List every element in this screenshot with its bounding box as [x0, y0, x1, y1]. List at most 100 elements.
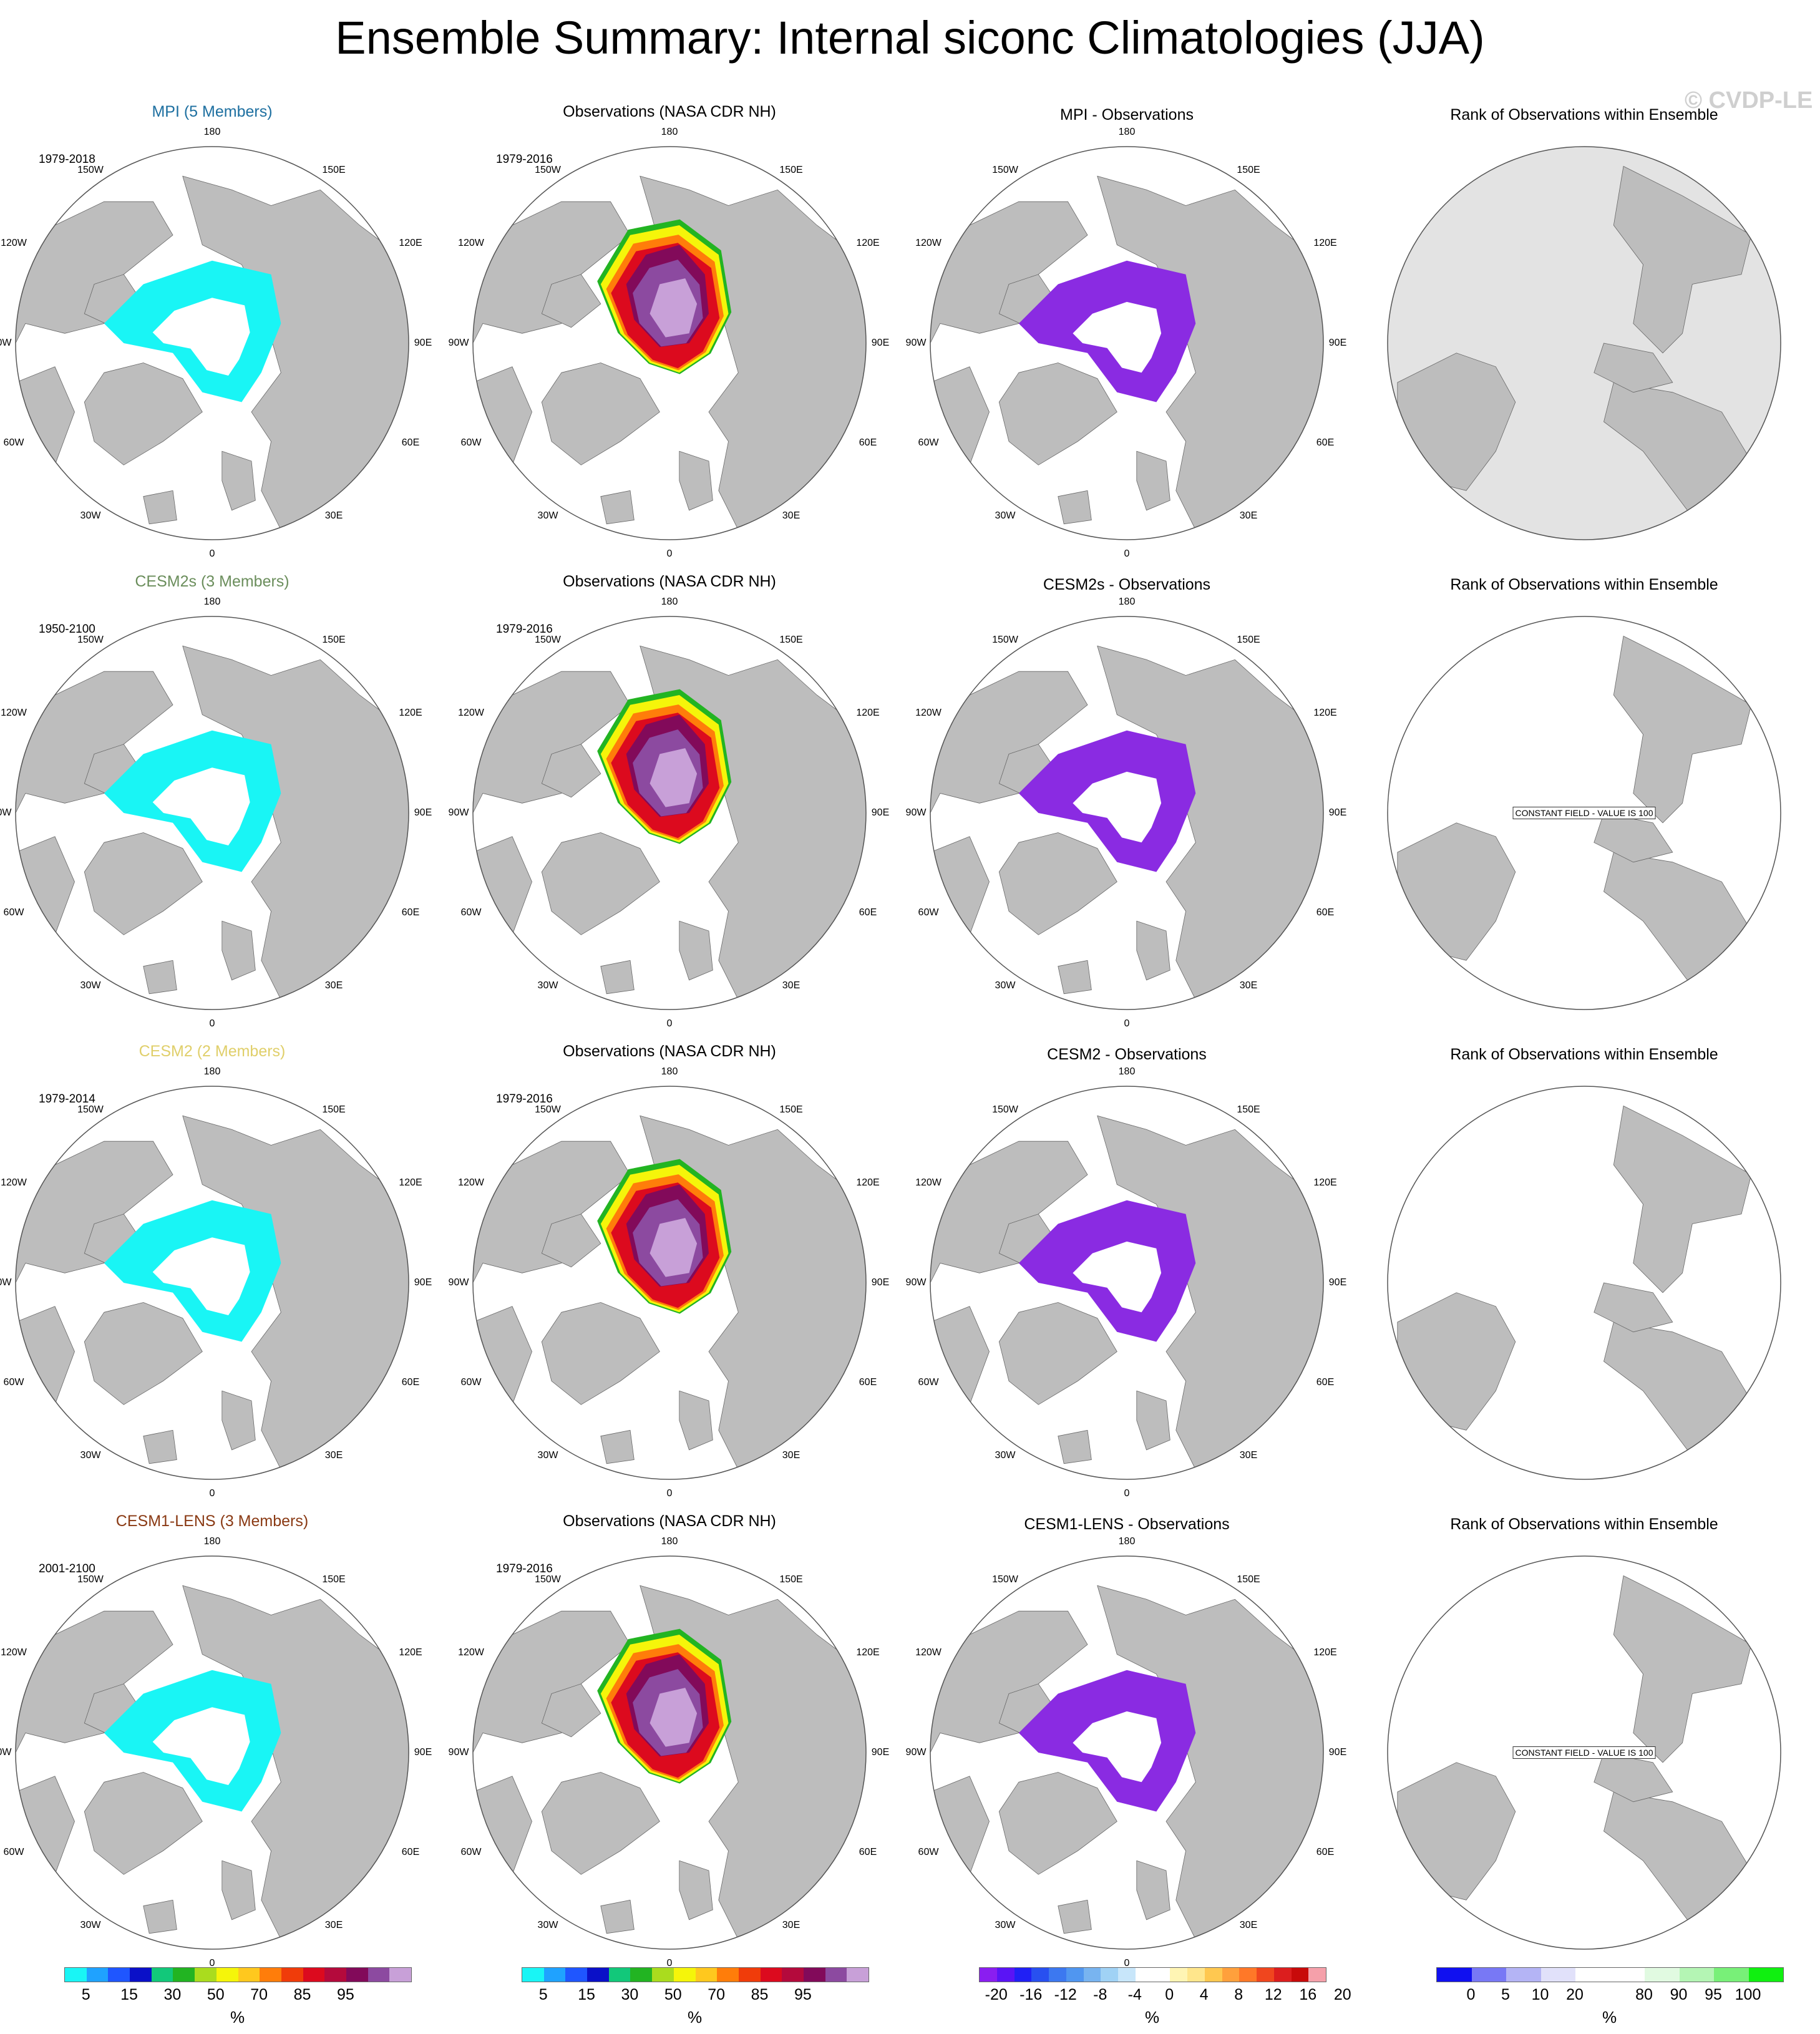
colorbar — [522, 1967, 869, 1982]
sea-ice-gap — [152, 298, 250, 376]
observations-map — [472, 1555, 867, 1950]
sea-ice-contour — [650, 1688, 698, 1747]
sea-ice-contour — [650, 748, 698, 807]
sea-ice-contour — [650, 278, 698, 338]
period-label: 1979-2014 — [39, 1092, 95, 1106]
land-polygon — [1594, 1282, 1673, 1333]
longitude-label: 30E — [782, 1450, 801, 1461]
land-polygon — [1613, 165, 1752, 354]
ensemble-panel-title: MPI (5 Members) — [152, 103, 273, 120]
colorbar-tick-label: 15 — [120, 1986, 138, 2003]
longitude-label: 30W — [80, 980, 101, 991]
longitude-label: 30E — [324, 1920, 343, 1930]
map-boundary — [1387, 616, 1781, 1010]
longitude-label: 150E — [322, 165, 346, 175]
longitude-label: 30W — [80, 1450, 101, 1461]
colorbar-swatch — [1679, 1968, 1714, 1982]
longitude-label: 90W — [448, 1277, 469, 1288]
colorbar-tick-label: 85 — [751, 1986, 769, 2003]
longitude-label: 0 — [666, 1958, 673, 1968]
ensemble-panel-title: CESM2 (2 Members) — [139, 1043, 286, 1060]
colorbar-tick-label: 30 — [621, 1986, 639, 2003]
longitude-label: 150W — [77, 165, 104, 175]
map-boundary — [472, 1086, 867, 1480]
longitude-label: 120W — [915, 238, 942, 248]
colorbar-tick-label: 80 — [1635, 1986, 1653, 2003]
longitude-label: 60W — [918, 437, 939, 448]
land-polygon — [541, 363, 660, 465]
colorbar-swatch — [216, 1968, 238, 1982]
colorbar-swatch — [1257, 1968, 1274, 1982]
colorbar-swatch — [1083, 1968, 1101, 1982]
longitude-label: 180 — [661, 1536, 678, 1547]
land-polygon — [1136, 1860, 1170, 1920]
map-boundary — [1387, 1555, 1781, 1950]
colorbar — [1436, 1967, 1784, 1982]
land-polygon — [600, 490, 635, 525]
longitude-label: 90E — [871, 338, 890, 348]
longitude-label: 30W — [537, 980, 558, 991]
colorbar-swatch — [324, 1968, 346, 1982]
longitude-label: 120W — [1, 238, 27, 248]
longitude-label: 60W — [460, 1847, 482, 1857]
longitude-label: 120W — [1, 1177, 27, 1188]
longitude-label: 0 — [209, 1958, 215, 1968]
longitude-label: 150W — [535, 165, 561, 175]
colorbar-tick-label: 15 — [578, 1986, 595, 2003]
longitude-label: 180 — [661, 1066, 678, 1077]
longitude-label: 60W — [460, 1377, 482, 1388]
land-polygon — [679, 1390, 713, 1451]
longitude-label: 150E — [1237, 635, 1260, 645]
longitude-label: 150W — [77, 635, 104, 645]
colorbar-swatch — [1135, 1968, 1153, 1982]
colorbar-swatch — [173, 1968, 195, 1982]
land-polygon — [541, 1302, 660, 1405]
longitude-label: 90E — [1328, 1747, 1347, 1758]
colorbar-swatch — [281, 1968, 303, 1982]
land-polygon — [998, 1302, 1117, 1405]
colorbar-tick-label: -12 — [1054, 1986, 1077, 2003]
colorbar-swatch — [1170, 1968, 1187, 1982]
longitude-label: 30E — [324, 510, 343, 521]
obs-panel-title: Observations (NASA CDR NH) — [563, 1512, 776, 1530]
longitude-label: 120W — [915, 1177, 942, 1188]
longitude-label: 120E — [1313, 708, 1337, 718]
longitude-label: 90E — [871, 807, 890, 818]
colorbar-tick-label: 16 — [1299, 1986, 1317, 2003]
land-polygon — [541, 1772, 660, 1875]
longitude-label: 90W — [905, 807, 927, 818]
colorbar-swatch — [1748, 1968, 1783, 1982]
land-polygon — [1058, 490, 1092, 525]
longitude-label: 120E — [856, 708, 880, 718]
colorbar-tick-label: 70 — [250, 1986, 268, 2003]
colorbar-swatch — [1437, 1968, 1472, 1982]
longitude-label: 30E — [1239, 1450, 1258, 1461]
colorbar-tick-label: 95 — [1705, 1986, 1722, 2003]
colorbar-swatch — [1066, 1968, 1084, 1982]
longitude-label: 90W — [0, 1277, 12, 1288]
colorbar-swatch — [782, 1968, 804, 1982]
longitude-label: 120E — [856, 1647, 880, 1658]
land-polygon — [84, 1302, 203, 1405]
longitude-label: 0 — [209, 1018, 215, 1029]
land-polygon — [679, 1860, 713, 1920]
land-polygon — [1136, 450, 1170, 511]
map-boundary — [15, 146, 409, 540]
longitude-label: 180 — [203, 1066, 221, 1077]
map-boundary — [930, 146, 1324, 540]
longitude-label: 60W — [460, 437, 482, 448]
longitude-label: 150E — [322, 1574, 346, 1585]
longitude-label: 60E — [859, 907, 877, 918]
difference-panel-title: CESM1-LENS - Observations — [1024, 1516, 1230, 1533]
longitude-label: 180 — [661, 596, 678, 607]
land-polygon — [1058, 960, 1092, 995]
longitude-label: 30W — [537, 1920, 558, 1930]
map-boundary — [472, 146, 867, 540]
colorbar-tick-label: 4 — [1199, 1986, 1209, 2003]
longitude-label: 120W — [915, 1647, 942, 1658]
colorbar-tick-label: -8 — [1093, 1986, 1107, 2003]
longitude-label: 150E — [322, 635, 346, 645]
colorbar-swatch — [1575, 1968, 1610, 1982]
map-boundary — [1387, 146, 1781, 540]
colorbar-tick-label: 70 — [708, 1986, 726, 2003]
